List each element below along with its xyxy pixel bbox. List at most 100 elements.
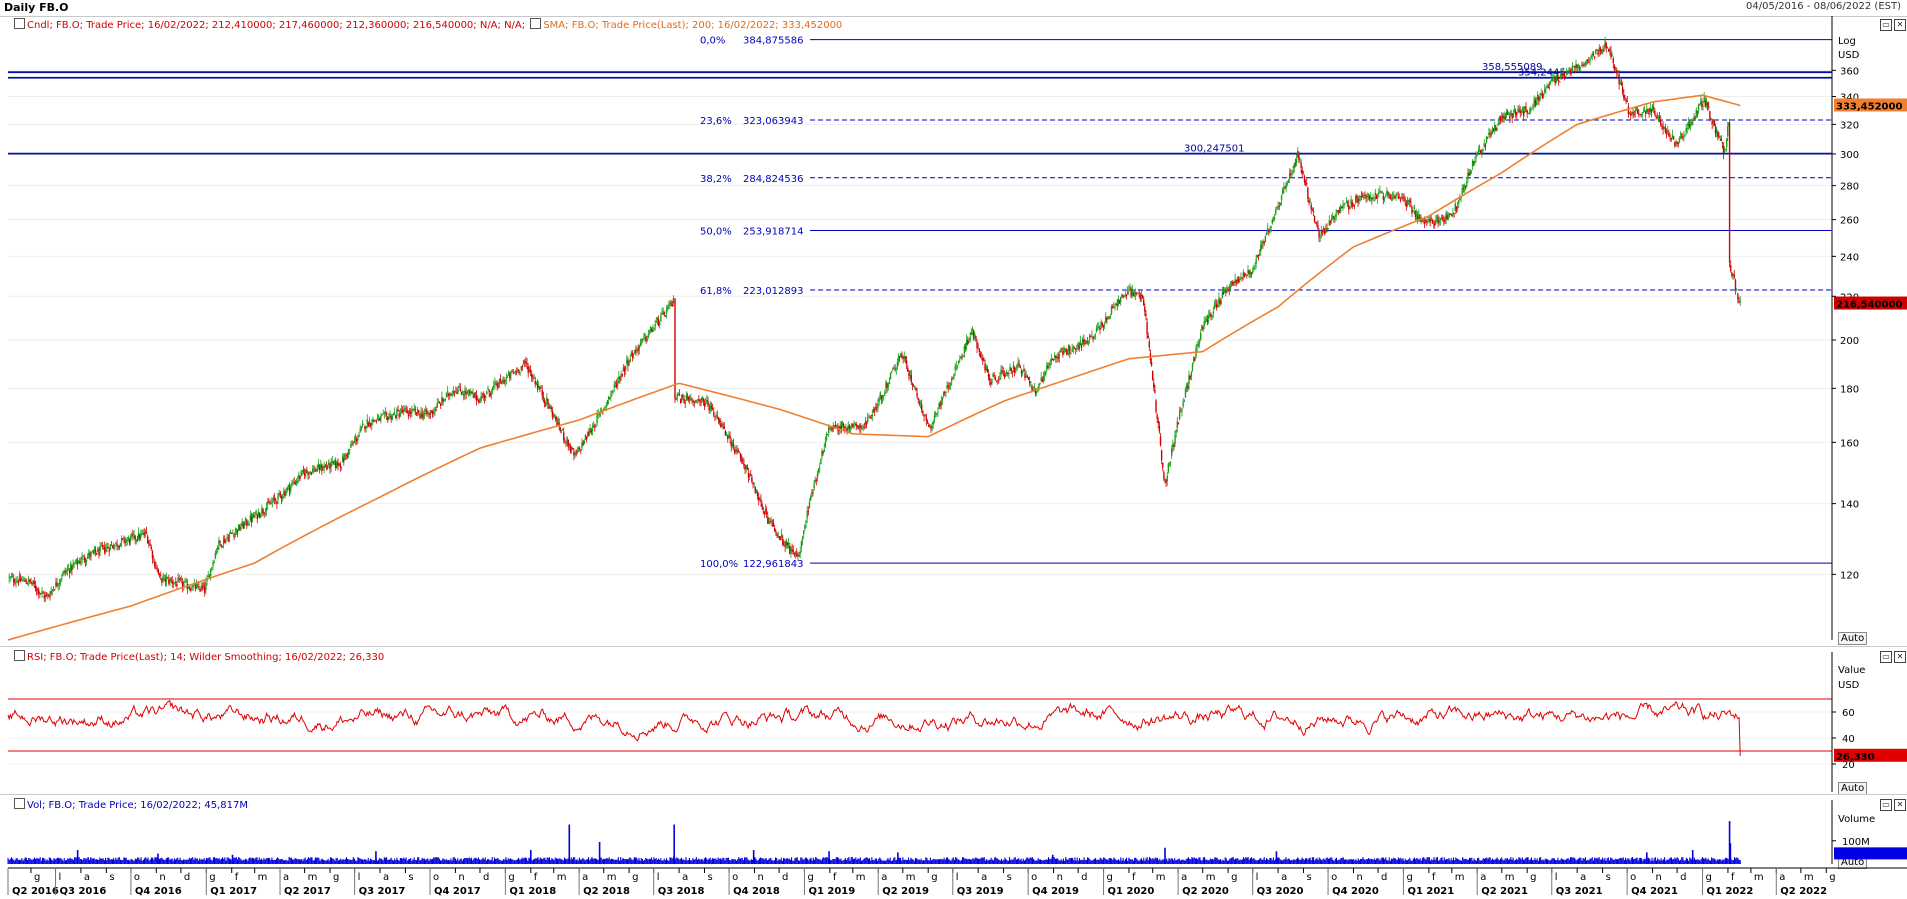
vol-legend-text: Vol; FB.O; Trade Price; 16/02/2022; 45,8… [27,800,249,811]
fib-value-label: 284,824536 [743,174,803,185]
candle-body [1279,202,1282,205]
volume-bar [467,858,469,864]
candle-body [303,473,306,476]
volume-bar [220,858,222,864]
volume-bar [1249,858,1251,864]
candle-body [1076,347,1078,349]
volume-bar [620,857,622,864]
volume-bar [1075,860,1077,864]
candle-body [1265,233,1268,235]
volume-bar [873,860,875,864]
candle-body [132,534,134,536]
volume-bar [920,858,922,864]
month-letter: l [1256,872,1259,883]
volume-bar [1025,859,1027,864]
candle-body [1368,195,1371,199]
candle-body [1273,217,1276,219]
volume-bar [1429,860,1432,864]
candle-body [1142,299,1145,306]
volume-bar [437,857,439,864]
volume-bar [344,858,346,864]
volume-pane[interactable] [0,794,1907,868]
candle-body [968,342,970,344]
volume-bar [678,859,680,864]
pane-maximize-icon[interactable]: ▭ [1880,19,1892,31]
vol-close-icon[interactable]: ✕ [1894,799,1906,811]
month-letter: d [483,872,489,883]
month-letter: o [1331,872,1337,883]
volume-bar [1517,859,1519,864]
candle-body [502,379,504,383]
candle-body [1590,55,1592,59]
volume-bar [1216,857,1218,864]
volume-bar [715,858,717,864]
candle-body [1671,134,1674,138]
volume-bar [1641,858,1643,864]
rsi-close-icon[interactable]: ✕ [1894,651,1906,663]
candle-body [1035,392,1038,394]
volume-bar [1251,857,1253,864]
volume-bar [493,857,495,864]
volume-bar [506,859,508,864]
volume-bar [1109,858,1112,864]
volume-bar [551,858,553,864]
candle-body [326,467,329,469]
volume-bar [1419,858,1421,864]
rsi-settings-icon[interactable] [14,650,25,661]
candle-body [993,374,995,376]
candle-body [511,371,513,373]
sma-settings-icon[interactable] [530,18,542,29]
volume-bar [745,857,747,864]
candle-body [1174,434,1176,444]
volume-bar [1237,858,1239,864]
volume-bar [1353,859,1355,864]
volume-bar [1700,858,1702,864]
candle-body [1459,198,1461,201]
rsi-maximize-icon[interactable]: ▭ [1880,651,1892,663]
candle-body [531,373,533,378]
candle-body [1593,56,1596,58]
candle-body [1646,109,1648,113]
candle-body [1353,204,1356,206]
candle-body [478,399,480,403]
candle-body [564,440,566,442]
volume-bar [1511,859,1513,864]
volume-bar [548,857,551,864]
candle-body [1221,291,1224,299]
volume-bar [88,859,91,864]
candle-body [898,356,901,358]
volume-bar [421,857,423,864]
candle-body [1010,367,1012,371]
volume-bar [415,860,417,864]
volume-bar [433,857,435,864]
volume-bar [1061,860,1063,864]
candle-body [1287,181,1290,183]
vol-settings-icon[interactable] [14,798,25,809]
candle-body [306,470,308,472]
vol-maximize-icon[interactable]: ▭ [1880,799,1892,811]
volume-bar [1083,857,1085,864]
candle-body [66,569,69,571]
price-auto-button[interactable]: Auto [1838,632,1868,645]
candle-body [1314,222,1317,224]
candle-body [567,439,569,448]
volume-bar [1226,860,1229,864]
vol-axis-title: Volume [1838,814,1876,825]
candle-body [1705,100,1708,106]
volume-bar [880,859,882,864]
volume-bar [189,858,191,864]
candle-body [486,391,488,395]
volume-bar [1713,858,1715,864]
cndl-settings-icon[interactable] [14,18,25,29]
pane-close-icon[interactable]: ✕ [1894,19,1906,31]
candle-body [1717,132,1719,137]
candle-body [1167,463,1170,473]
candle-body [410,412,412,415]
candle-body [1203,321,1205,327]
candle-body [915,387,917,391]
candle-body [1291,173,1293,174]
candle-body [57,585,59,586]
month-letter: m [1754,872,1764,883]
candle-body [383,412,386,414]
